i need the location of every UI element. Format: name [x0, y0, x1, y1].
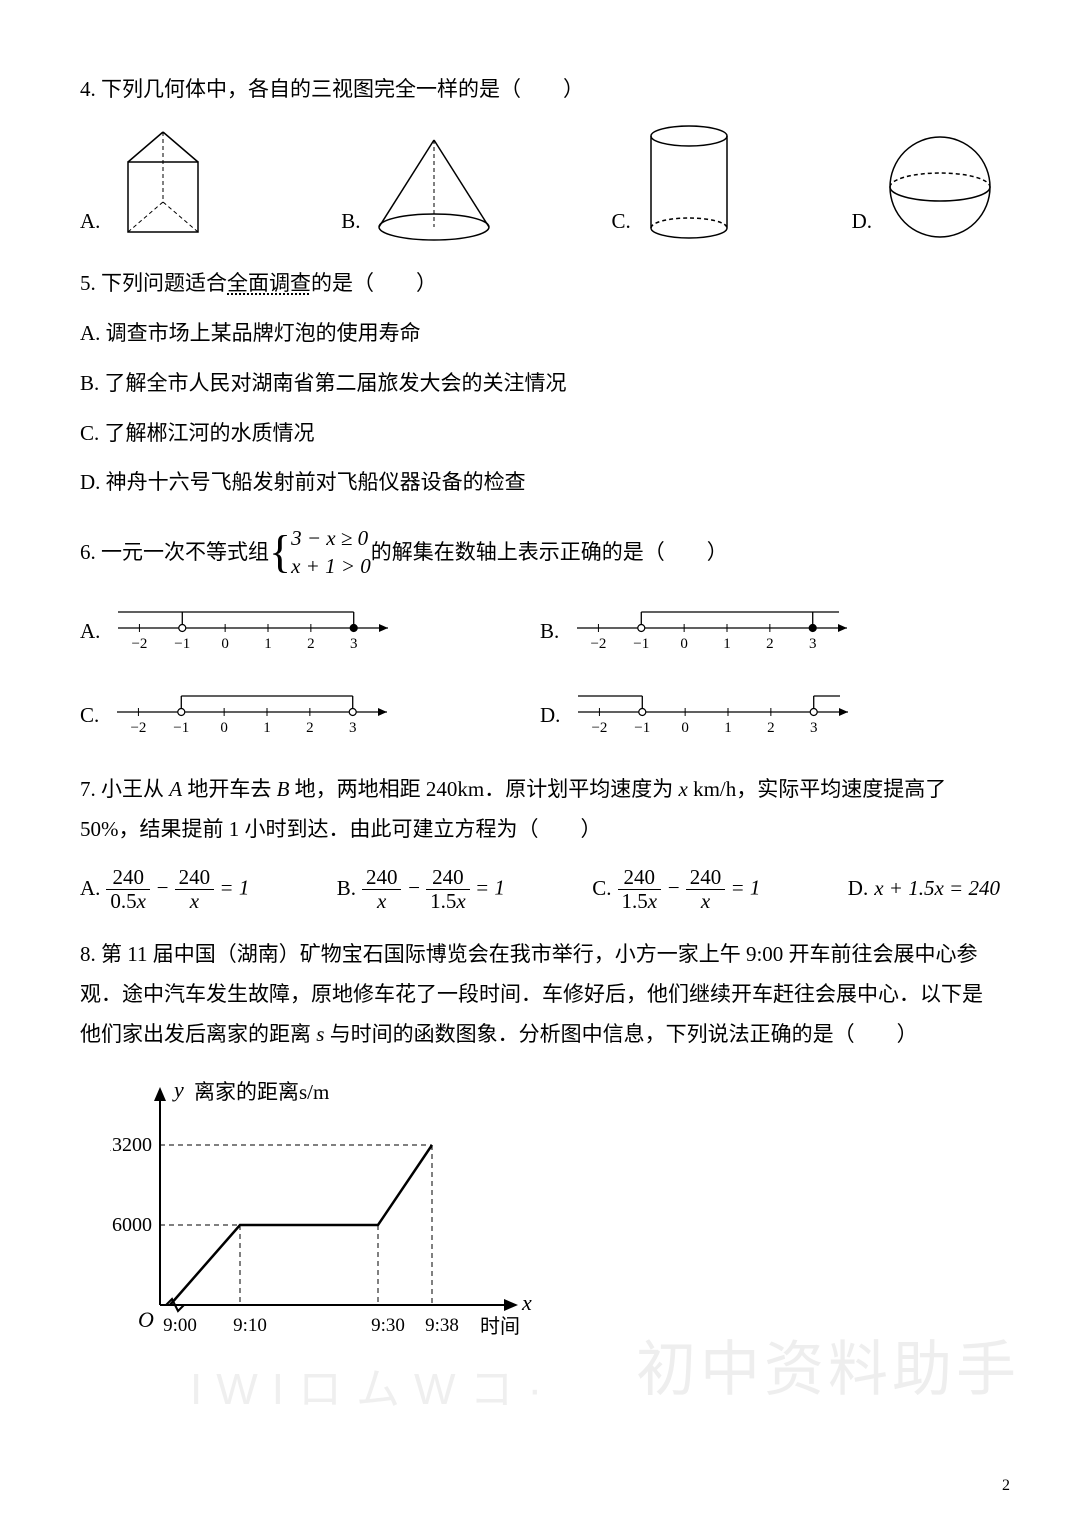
eq-A: 2400.5x − 240x = 1 [106, 866, 249, 913]
svg-text:2: 2 [766, 636, 774, 652]
opt-label: B. [341, 202, 360, 242]
eq-B: 240x − 2401.5x = 1 [362, 866, 505, 913]
q6-lead: 6. 一元一次不等式组 [80, 533, 269, 573]
question-7: 7. 小王从 A 地开车去 B 地，两地相距 240km．原计划平均速度为 x … [80, 770, 1000, 913]
q5-opt-B: B. 了解全市人民对湖南省第二届旅发大会的关注情况 [80, 364, 1000, 404]
question-6: 6. 一元一次不等式组 { 3 − x ≥ 0 x + 1 > 0 的解集在数轴… [80, 525, 1000, 748]
svg-text:−1: −1 [175, 636, 191, 652]
q7-opt-C: C. 2401.5x − 240x = 1 [592, 866, 760, 913]
svg-text:1: 1 [265, 636, 273, 652]
q6-opt-B: B. −2 −1 0 1 2 3 [540, 592, 1000, 652]
svg-text:O: O [138, 1307, 154, 1332]
svg-text:−2: −2 [131, 720, 147, 736]
svg-text:−1: −1 [174, 720, 190, 736]
q7-opt-A: A. 2400.5x − 240x = 1 [80, 866, 249, 913]
svg-text:13200: 13200 [110, 1134, 152, 1156]
opt-label: B. [540, 612, 559, 652]
q5-text: 5. 下列问题适合全面调查的是（ ） [80, 264, 1000, 304]
opt-label: D. [852, 202, 872, 242]
svg-text:1: 1 [725, 720, 733, 736]
svg-text:9:00: 9:00 [163, 1315, 197, 1336]
q4-opt-A: A. [80, 122, 228, 242]
svg-text:9:30: 9:30 [371, 1315, 405, 1336]
svg-text:−1: −1 [635, 720, 651, 736]
opt-label: B. [337, 869, 356, 909]
opt-label: A. [80, 869, 100, 909]
q6-text: 6. 一元一次不等式组 { 3 − x ≥ 0 x + 1 > 0 的解集在数轴… [80, 525, 1000, 580]
q5-opt-C: C. 了解郴江河的水质情况 [80, 414, 1000, 454]
svg-text:3: 3 [809, 636, 817, 652]
q5-leading: 5. 下列问题适合全面调查的是（ ） [80, 271, 437, 295]
sphere-icon [880, 132, 1000, 242]
question-8: 8. 第 11 届中国（湖南）矿物宝石国际博览会在我市举行，小方一家上午 9:0… [80, 935, 1000, 1365]
question-5: 5. 下列问题适合全面调查的是（ ） A. 调查市场上某品牌灯泡的使用寿命 B.… [80, 264, 1000, 503]
svg-text:2: 2 [306, 720, 314, 736]
svg-text:时间: 时间 [480, 1315, 520, 1338]
svg-text:y: y [172, 1077, 184, 1102]
numberline-B: −2 −1 0 1 2 3 [567, 592, 867, 652]
q6-tail: 的解集在数轴上表示正确的是（ ） [371, 533, 728, 573]
svg-text:0: 0 [221, 720, 229, 736]
svg-text:3: 3 [810, 720, 818, 736]
svg-text:0: 0 [222, 636, 230, 652]
svg-text:−1: −1 [634, 636, 650, 652]
svg-text:2: 2 [308, 636, 316, 652]
q4-opt-C: C. [611, 122, 738, 242]
q4-text: 4. 下列几何体中，各自的三视图完全一样的是（ ） [80, 70, 1000, 110]
svg-text:−2: −2 [592, 720, 608, 736]
svg-text:x: x [521, 1290, 532, 1315]
opt-label: A. [80, 612, 100, 652]
svg-text:3: 3 [349, 720, 357, 736]
q8-text: 8. 第 11 届中国（湖南）矿物宝石国际博览会在我市举行，小方一家上午 9:0… [80, 935, 1000, 1055]
q8-graph-container: y 离家的距离s/m x时间 O 6000 13200 9:00 9:10 9:30 9:38 [110, 1075, 1000, 1365]
svg-text:6000: 6000 [112, 1214, 152, 1236]
numberline-A: −2 −1 0 1 2 3 [108, 592, 408, 652]
eq-C: 2401.5x − 240x = 1 [618, 866, 761, 913]
svg-text:9:38: 9:38 [425, 1315, 459, 1336]
opt-label: C. [592, 869, 611, 909]
svg-text:−2: −2 [132, 636, 148, 652]
q4-opt-D: D. [852, 132, 1000, 242]
svg-text:−2: −2 [591, 636, 607, 652]
q6-opt-A: A. −2 −1 0 1 2 3 [80, 592, 540, 652]
sys-top: 3 − x ≥ 0 [291, 525, 371, 552]
q5-opt-A: A. 调查市场上某品牌灯泡的使用寿命 [80, 314, 1000, 354]
q4-options: A. B. C. [80, 122, 1000, 242]
question-4: 4. 下列几何体中，各自的三视图完全一样的是（ ） A. B. C. [80, 70, 1000, 242]
q6-system: 3 − x ≥ 0 x + 1 > 0 [291, 525, 371, 580]
q6-opt-D: D. −2 −1 0 1 2 3 [540, 676, 1000, 736]
svg-text:2: 2 [768, 720, 776, 736]
q5-opt-D: D. 神舟十六号飞船发射前对飞船仪器设备的检查 [80, 463, 1000, 503]
opt-label: C. [80, 696, 99, 736]
numberline-C: −2 −1 0 1 2 3 [107, 676, 407, 736]
q7-opt-B: B. 240x − 2401.5x = 1 [337, 866, 505, 913]
eq-D: x + 1.5x = 240 [874, 869, 1000, 909]
q6-options: A. −2 −1 0 1 2 3 B. −2 −1 0 1 2 3 C. −2 −1 0 1 2 3 D. −… [80, 580, 1000, 748]
sys-bot: x + 1 > 0 [291, 553, 371, 580]
svg-text:0: 0 [681, 636, 689, 652]
svg-text:0: 0 [682, 720, 690, 736]
q6-opt-C: C. −2 −1 0 1 2 3 [80, 676, 540, 736]
opt-label: A. [80, 202, 100, 242]
opt-label: D. [848, 869, 868, 909]
brace-icon: { [269, 534, 291, 571]
svg-text:1: 1 [264, 720, 272, 736]
q4-opt-B: B. [341, 132, 498, 242]
q7-options: A. 2400.5x − 240x = 1 B. 240x − 2401.5x … [80, 866, 1000, 913]
opt-label: C. [611, 202, 630, 242]
prism-icon [108, 122, 228, 242]
q7-text: 7. 小王从 A 地开车去 B 地，两地相距 240km．原计划平均速度为 x … [80, 770, 1000, 850]
cone-icon [369, 132, 499, 242]
page-number: 2 [1002, 1471, 1010, 1501]
cylinder-icon [639, 122, 739, 242]
svg-text:9:10: 9:10 [233, 1315, 267, 1336]
numberline-D: −2 −1 0 1 2 3 [568, 676, 868, 736]
opt-label: D. [540, 696, 560, 736]
svg-text:离家的距离s/m: 离家的距离s/m [194, 1080, 329, 1104]
q7-opt-D: D. x + 1.5x = 240 [848, 866, 1000, 913]
svg-text:3: 3 [350, 636, 358, 652]
distance-time-graph: y 离家的距离s/m x时间 O 6000 13200 9:00 9:10 9:30 9:38 [110, 1075, 570, 1365]
svg-text:1: 1 [724, 636, 732, 652]
